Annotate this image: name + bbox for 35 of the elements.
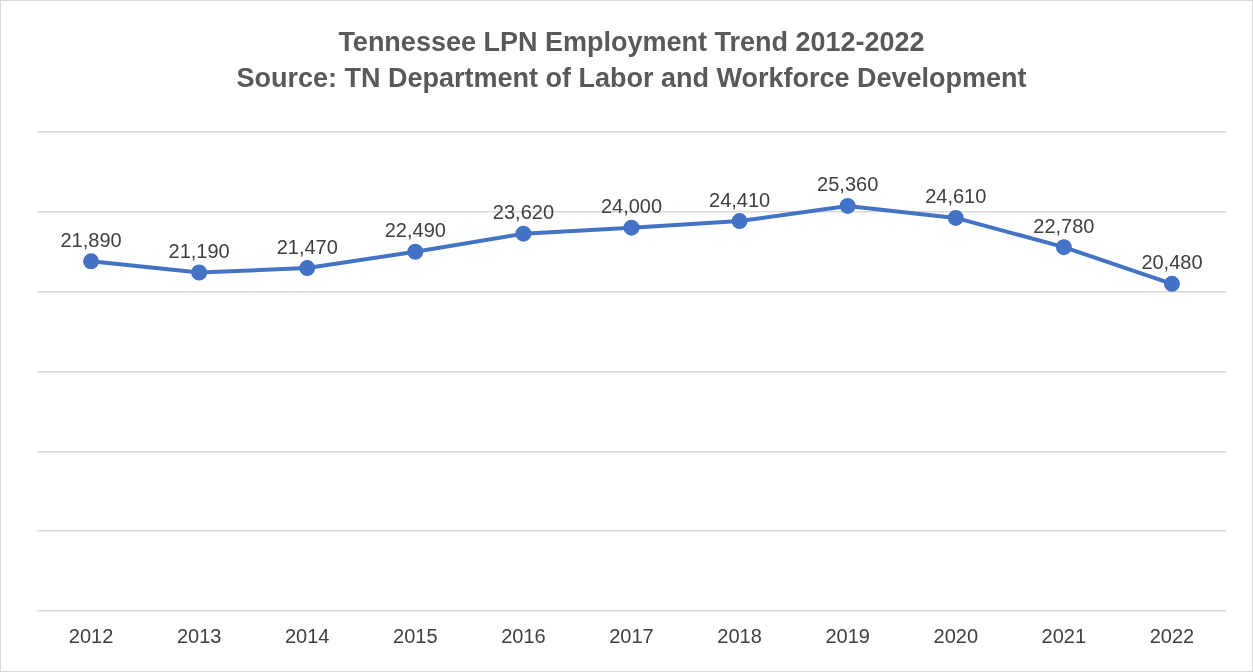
point — [1055, 239, 1072, 256]
data-label: 25,360 — [817, 173, 879, 196]
x-tick-label: 2016 — [501, 624, 546, 647]
data-label: 20,480 — [1141, 251, 1203, 274]
x-tick-label: 2013 — [176, 624, 222, 647]
data-label: 21,890 — [60, 228, 122, 251]
x-tick-label: 2022 — [1149, 624, 1195, 647]
data-label: 24,410 — [709, 188, 771, 211]
point — [299, 260, 316, 277]
x-tick-label: 2015 — [393, 624, 438, 647]
data-label: 24,000 — [600, 195, 663, 218]
chart-subtitle: Source: TN Department of Labor and Workforce Development — [236, 63, 1027, 94]
x-tick-label: 2020 — [933, 624, 979, 647]
point — [191, 264, 208, 281]
x-tick-label: 2019 — [825, 624, 870, 647]
data-label: 24,610 — [925, 185, 987, 208]
point — [515, 225, 532, 242]
data-label: 21,190 — [168, 240, 230, 263]
x-tick-label: 2021 — [1041, 624, 1087, 647]
x-tick-label: 2018 — [717, 624, 762, 647]
point — [407, 243, 424, 260]
x-tick-label: 2017 — [609, 624, 654, 647]
point — [623, 219, 640, 236]
data-label: 21,470 — [276, 235, 338, 258]
data-label: 23,620 — [492, 201, 554, 224]
point — [947, 209, 964, 226]
data-label: 22,490 — [384, 219, 446, 242]
point — [1163, 275, 1180, 292]
point — [731, 213, 748, 230]
point — [83, 253, 100, 270]
chart-title: Tennessee LPN Employment Trend 2012-2022 — [338, 26, 925, 57]
point — [839, 197, 856, 214]
x-tick-label: 2014 — [284, 624, 330, 647]
data-label: 22,780 — [1033, 214, 1095, 237]
x-tick-label: 2012 — [68, 624, 114, 647]
